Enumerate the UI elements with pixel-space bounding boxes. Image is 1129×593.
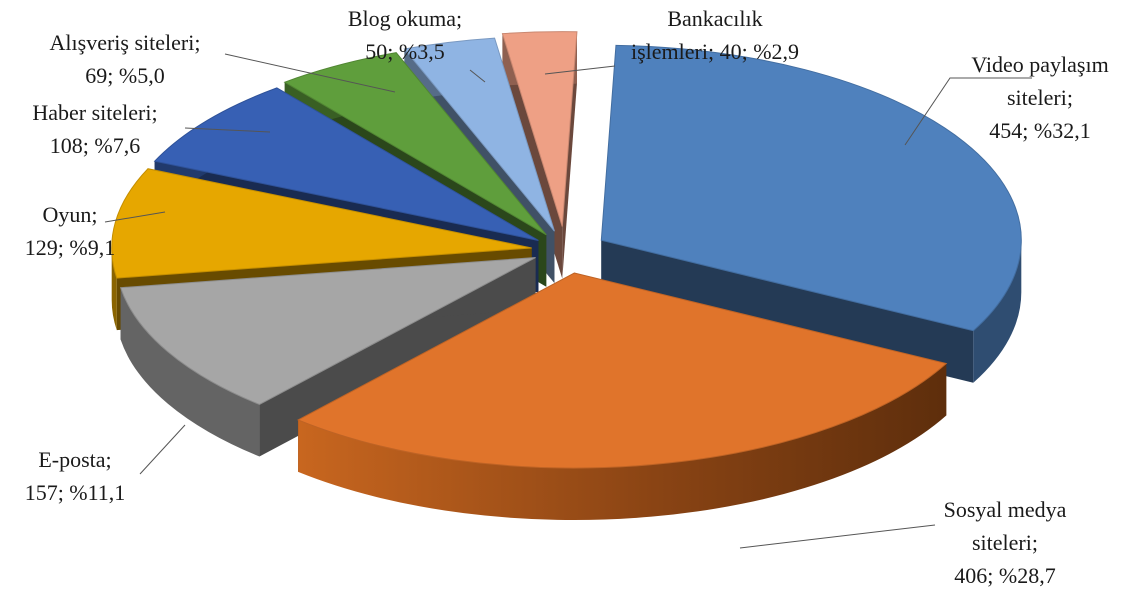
data-label-social-media-line-2: siteleri; [972,530,1038,555]
leader-line-social-media [739,524,936,549]
pie-top-faces [111,31,1022,469]
slice-news-sites [153,87,539,241]
leader-line-blog-reading [469,69,486,83]
slice-banking-radial-wall-1 [562,31,577,279]
data-label-blog-reading-line-1: Blog okuma; [348,6,462,31]
leader-line-banking [544,65,616,75]
slice-e-mail-outer-wall [120,287,260,457]
data-label-social-media-line-3: 406; %28,7 [954,563,1055,588]
data-label-video-sharing-line-3: 454; %32,1 [989,118,1090,143]
slice-social-media [296,272,948,469]
leader-lines [104,53,1032,549]
data-label-video-sharing-line-2: siteleri; [1007,85,1073,110]
data-label-e-mail-line-2: 157; %11,1 [25,480,126,505]
leader-line-news-sites [184,127,271,133]
slice-banking [501,31,578,227]
data-label-blog-reading-line-2: 50; %3,5 [365,39,444,64]
data-label-shopping-sites-line-1: Alışveriş siteleri; [50,30,201,55]
data-labels: Video paylaşım siteleri; 454; %32,1 Sosyal … [25,6,1109,588]
slice-games-outer-wall [111,247,117,331]
data-label-shopping-sites-line-2: 69; %5,0 [85,63,164,88]
slice-social-media-outer-wall [298,363,947,520]
data-label-banking-line-1: Bankacılık [667,6,762,31]
data-label-news-sites-line-2: 108; %7,6 [50,133,140,158]
slice-video-sharing-outer-wall [973,240,1022,383]
leader-line-e-mail [139,424,186,475]
data-label-games-line-2: 129; %9,1 [25,235,115,260]
leader-line-video-sharing [904,77,1032,146]
slice-games [111,168,532,279]
data-label-news-sites-line-1: Haber siteleri; [32,100,157,125]
data-label-social-media-line-1: Sosyal medya [944,497,1067,522]
leader-line-games [104,211,166,223]
leader-line-shopping-sites [224,53,396,93]
data-label-banking-line-2: işlemleri; 40; %2,9 [631,39,799,64]
data-label-e-mail-line-1: E-posta; [38,447,111,472]
slice-blog-reading [403,37,555,232]
slice-shopping-sites [283,52,547,236]
slice-video-sharing [600,44,1022,332]
data-label-games-line-1: Oyun; [43,202,98,227]
slice-e-mail [119,257,536,406]
data-label-video-sharing-line-1: Video paylaşım [971,52,1108,77]
